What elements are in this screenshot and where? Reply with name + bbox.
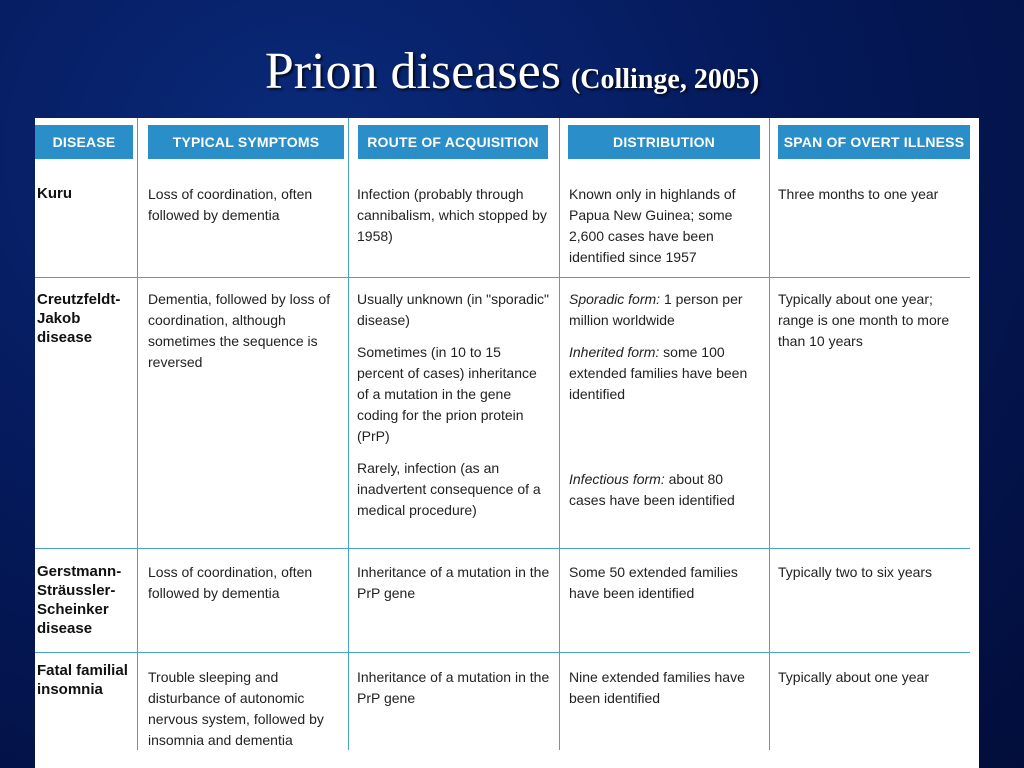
- route-text: Sometimes (in 10 to 15 percent of cases)…: [357, 344, 537, 444]
- prion-table: DISEASE TYPICAL SYMPTOMS ROUTE OF ACQUIS…: [35, 118, 979, 768]
- disease-name: Gerstmann-Sträussler-Scheinker disease: [37, 563, 122, 637]
- column-divider: [137, 118, 138, 750]
- row-divider: [35, 652, 970, 653]
- column-divider: [769, 118, 770, 750]
- row-divider: [35, 277, 970, 278]
- route-text: Rarely, infection (as an inadvertent con…: [357, 460, 541, 518]
- distribution-cell: Some 50 extended families have been iden…: [569, 562, 761, 604]
- symptoms-cell: Loss of coordination, often followed by …: [148, 564, 313, 601]
- route-cell: Inheritance of a mutation in the PrP gen…: [357, 562, 551, 604]
- slide-title: Prion diseases (Collinge, 2005): [0, 42, 1024, 101]
- symptoms-cell: Dementia, followed by loss of coordinati…: [148, 291, 331, 370]
- distribution-text: Some 50 extended families have been iden…: [569, 564, 738, 601]
- column-divider: [348, 118, 349, 750]
- header-route: ROUTE OF ACQUISITION: [358, 125, 548, 159]
- header-span: SPAN OF OVERT ILLNESS: [778, 125, 970, 159]
- route-text: Usually unknown (in "sporadic" disease): [357, 291, 550, 328]
- route-text: Infection (probably through cannibalism,…: [357, 186, 547, 244]
- route-cell: Inheritance of a mutation in the PrP gen…: [357, 667, 551, 709]
- route-text: Inheritance of a mutation in the PrP gen…: [357, 669, 550, 706]
- symptoms-cell: Trouble sleeping and disturbance of auto…: [148, 669, 324, 748]
- disease-name: Kuru: [37, 185, 72, 202]
- title-citation: (Collinge, 2005): [570, 64, 760, 95]
- distribution-entry: Infectious form: about 80 cases have bee…: [569, 469, 761, 511]
- form-label: Sporadic form:: [569, 291, 661, 307]
- route-cell: Usually unknown (in "sporadic" disease) …: [357, 289, 551, 521]
- disease-name: Creutzfeldt-Jakob disease: [37, 291, 121, 346]
- route-cell: Infection (probably through cannibalism,…: [357, 184, 551, 247]
- span-cell: Typically about one year; range is one m…: [778, 291, 950, 349]
- symptoms-cell: Loss of coordination, often followed by …: [148, 186, 313, 223]
- disease-name: Fatal familial insomnia: [37, 662, 128, 698]
- title-main: Prion diseases: [264, 43, 561, 100]
- distribution-entry: Sporadic form: 1 person per million worl…: [569, 289, 761, 331]
- span-cell: Three months to one year: [778, 186, 939, 202]
- header-distribution: DISTRIBUTION: [568, 125, 760, 159]
- row-divider: [35, 548, 970, 549]
- distribution-text: Known only in highlands of Papua New Gui…: [569, 186, 736, 265]
- header-symptoms: TYPICAL SYMPTOMS: [148, 125, 344, 159]
- form-label: Infectious form:: [569, 471, 665, 487]
- distribution-cell: Nine extended families have been identif…: [569, 667, 761, 709]
- span-cell: Typically about one year: [778, 669, 929, 685]
- route-text: Inheritance of a mutation in the PrP gen…: [357, 564, 550, 601]
- form-label: Inherited form:: [569, 344, 660, 360]
- span-cell: Typically two to six years: [778, 564, 933, 580]
- distribution-text: 1 person per million worldwide: [569, 291, 743, 328]
- distribution-text: Nine extended families have been identif…: [569, 669, 745, 706]
- distribution-entry: Inherited form: some 100 extended famili…: [569, 342, 761, 405]
- distribution-text: some 100 extended families have been ide…: [569, 344, 748, 402]
- distribution-cell: Sporadic form: 1 person per million worl…: [569, 289, 761, 511]
- header-disease: DISEASE: [35, 125, 133, 159]
- distribution-cell: Known only in highlands of Papua New Gui…: [569, 184, 761, 268]
- column-divider: [559, 118, 560, 750]
- distribution-text: about 80 cases have been identified: [569, 471, 735, 508]
